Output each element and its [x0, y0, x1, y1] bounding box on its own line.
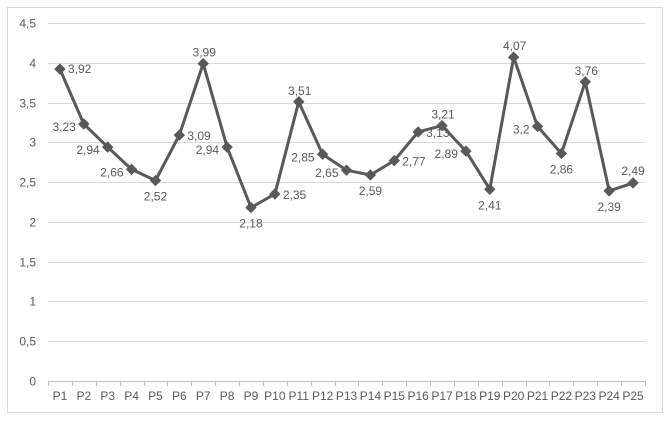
data-label: 3,21	[431, 108, 455, 122]
y-tick-label: 1	[29, 295, 36, 309]
data-point-marker	[364, 169, 377, 181]
x-tick-label: P9	[244, 389, 259, 403]
data-label: 2,66	[100, 165, 124, 179]
data-point-marker	[78, 118, 90, 130]
data-point-marker	[149, 174, 162, 187]
data-point-marker	[173, 129, 186, 141]
gridlines	[48, 23, 645, 382]
data-label: 2,52	[144, 190, 168, 204]
chart-frame	[7, 7, 663, 413]
data-label: 3,09	[187, 129, 211, 143]
data-point-marker	[101, 141, 114, 153]
data-labels: 3,923,232,942,662,523,093,992,942,182,35…	[52, 39, 645, 230]
data-point-marker	[221, 141, 233, 153]
x-tick-label: P2	[76, 389, 91, 403]
data-label: 2,94	[76, 143, 100, 157]
x-tick-label: P3	[100, 389, 115, 403]
data-label: 2,41	[478, 198, 502, 212]
data-label: 2,65	[315, 166, 339, 180]
y-tick-label: 3	[29, 136, 36, 150]
x-tick-label: P5	[148, 389, 163, 403]
y-axis-ticks: 0 0,5 1 1,5 2 2,5 3 3,5 4 4,5	[19, 17, 36, 389]
y-tick-label: 2	[29, 216, 36, 230]
data-point-marker	[269, 188, 281, 200]
x-axis-ticks: P1 P2 P3 P4 P5 P6 P7 P8 P9 P10 P11 P12 P13 P14 P15 P16 P…	[48, 381, 646, 403]
data-label: 2,59	[359, 184, 383, 198]
x-tick-label: P14	[360, 389, 382, 403]
data-label: 3,13	[426, 126, 450, 140]
data-point-marker	[245, 201, 257, 214]
x-tick-label: P15	[384, 389, 406, 403]
data-label: 2,86	[550, 162, 574, 176]
data-point-marker	[54, 63, 66, 75]
x-tick-label: P4	[124, 389, 139, 403]
data-point-marker	[125, 163, 138, 176]
data-label: 2,39	[598, 200, 622, 214]
data-point-marker	[316, 148, 329, 160]
x-tick-label: P7	[196, 389, 211, 403]
y-tick-label: 4,5	[19, 17, 36, 31]
data-point-marker	[579, 76, 592, 88]
data-label: 2,89	[435, 147, 459, 161]
x-tick-label: P8	[220, 389, 235, 403]
data-label: 3,51	[288, 84, 312, 98]
data-point-marker	[507, 51, 520, 63]
data-label: 2,77	[402, 155, 426, 169]
data-label: 2,18	[239, 217, 263, 231]
y-tick-label: 3,5	[19, 97, 36, 111]
data-point-marker	[531, 120, 544, 133]
x-tick-label: P22	[551, 389, 573, 403]
x-tick-label: P16	[407, 389, 429, 403]
x-tick-label: P6	[172, 389, 187, 403]
x-tick-label: P20	[503, 389, 525, 403]
y-tick-label: 2,5	[19, 176, 36, 190]
x-tick-label: P11	[289, 389, 310, 403]
x-tick-label: P10	[264, 389, 286, 403]
data-point-marker	[627, 177, 639, 189]
data-label: 3,76	[575, 64, 599, 78]
x-tick-label: P12	[312, 389, 334, 403]
series-line	[58, 55, 635, 210]
data-label: 2,85	[291, 150, 315, 164]
x-tick-label: P21	[527, 389, 549, 403]
data-point-marker	[603, 185, 615, 197]
y-tick-label: 0	[29, 375, 36, 389]
data-label: 2,35	[283, 188, 307, 202]
x-tick-label: P19	[479, 389, 501, 403]
data-point-marker	[460, 145, 472, 157]
data-point-marker	[436, 119, 448, 132]
x-tick-label: P25	[622, 389, 644, 403]
data-label: 4,07	[503, 39, 527, 53]
y-tick-label: 4	[29, 57, 36, 71]
y-tick-label: 1,5	[19, 256, 36, 270]
y-tick-label: 0,5	[19, 335, 36, 349]
x-tick-label: P13	[336, 389, 358, 403]
x-tick-label: P23	[575, 389, 597, 403]
x-tick-label: P1	[53, 389, 68, 403]
series-markers	[54, 51, 639, 214]
data-label: 3,99	[193, 46, 217, 60]
series-polyline	[58, 55, 635, 210]
x-tick-label: P24	[599, 389, 621, 403]
data-label: 2,94	[196, 143, 220, 157]
data-point-marker	[197, 57, 209, 70]
data-label: 2,49	[621, 164, 645, 178]
x-tick-label: P17	[431, 389, 453, 403]
data-point-marker	[555, 147, 568, 160]
data-point-marker	[293, 96, 305, 108]
data-label: 3,2	[513, 122, 530, 136]
data-label: 3,23	[52, 120, 76, 134]
x-tick-label: P18	[455, 389, 477, 403]
data-point-marker	[484, 183, 496, 195]
data-point-marker	[388, 154, 400, 167]
data-label: 3,92	[68, 62, 92, 76]
data-point-marker	[340, 164, 353, 176]
data-point-marker	[412, 126, 424, 138]
